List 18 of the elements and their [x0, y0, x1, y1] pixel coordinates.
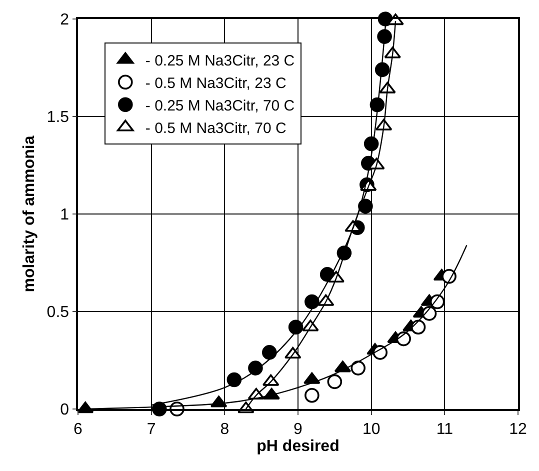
x-tick-label: 11 — [436, 420, 454, 438]
x-tick-label: 12 — [509, 420, 527, 438]
y-tick-label: 1.5 — [46, 109, 70, 126]
x-axis-title: pH desired — [256, 438, 340, 455]
y-tick-label: 0 — [60, 402, 70, 419]
y-tick-label: 0.5 — [46, 304, 70, 322]
y-tick-label: 2 — [60, 12, 70, 29]
y-axis-title: molarity of ammonia — [21, 136, 38, 292]
y-tick-label: 1 — [60, 206, 70, 224]
x-tick-label: 10 — [362, 420, 380, 438]
x-tick-label: 9 — [294, 420, 303, 438]
x-tick-label: 8 — [220, 420, 230, 438]
x-tick-label: 7 — [146, 420, 156, 438]
x-tick-label: 6 — [74, 420, 83, 438]
legend-label: - 0.5 M Na3Citr, 23 C — [145, 75, 286, 92]
legend-label: - 0.5 M Na3Citr, 70 C — [145, 120, 286, 137]
legend-label: - 0.25 M Na3Citr, 23 C — [145, 52, 295, 70]
legend-label: - 0.25 M Na3Citr, 70 C — [145, 98, 295, 114]
